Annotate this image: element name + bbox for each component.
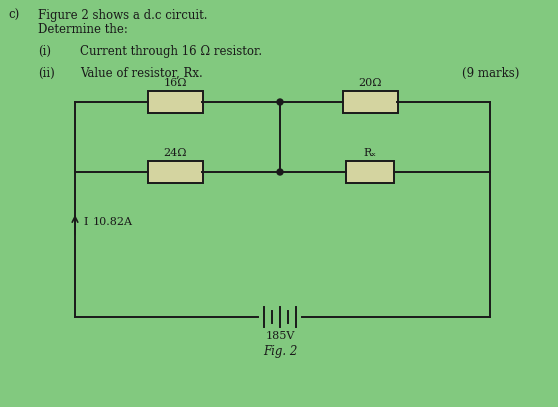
Text: Current through 16 Ω resistor.: Current through 16 Ω resistor. (80, 45, 262, 58)
Text: Rₓ: Rₓ (363, 148, 377, 158)
Text: Figure 2 shows a d.c circuit.: Figure 2 shows a d.c circuit. (38, 9, 208, 22)
Text: c): c) (8, 9, 19, 22)
Text: (i): (i) (38, 45, 51, 58)
Bar (343, 91, 398, 113)
Text: 16Ω: 16Ω (163, 78, 187, 88)
Circle shape (277, 99, 283, 105)
Text: 24Ω: 24Ω (163, 148, 187, 158)
Text: I: I (83, 217, 88, 227)
Text: Value of resistor, Rx.: Value of resistor, Rx. (80, 67, 203, 80)
Bar (148, 161, 203, 183)
Text: Fig. 2: Fig. 2 (263, 345, 297, 358)
Text: 20Ω: 20Ω (358, 78, 382, 88)
Bar (346, 161, 394, 183)
Text: Determine the:: Determine the: (38, 23, 128, 36)
Text: 185V: 185V (265, 331, 295, 341)
Text: (9 marks): (9 marks) (462, 67, 519, 80)
Circle shape (277, 169, 283, 175)
Bar (148, 91, 203, 113)
Text: 10.82A: 10.82A (93, 217, 133, 227)
Text: (ii): (ii) (38, 67, 55, 80)
